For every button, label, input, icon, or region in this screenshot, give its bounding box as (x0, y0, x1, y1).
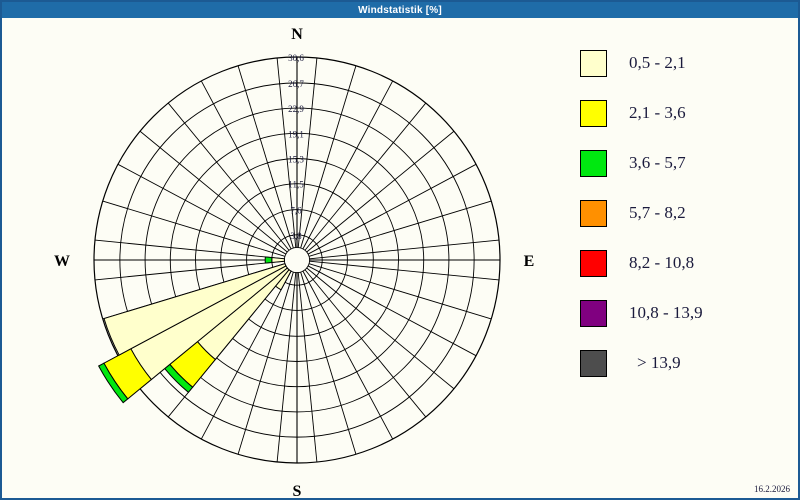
compass-labels: N S E W (54, 26, 534, 496)
compass-label-north: N (291, 26, 303, 43)
radial-tick-label: 22,9 (288, 104, 304, 114)
grid-ring (93, 56, 501, 464)
legend-label: 2,1 - 3,6 (629, 103, 686, 122)
legend-swatch (580, 149, 607, 177)
grid-spoke (300, 271, 357, 455)
grid-spoke (297, 57, 318, 248)
window-title: Windstatistik [%] (358, 4, 442, 16)
grid-spoke (306, 130, 455, 253)
window-title-bar: Windstatistik [%] (2, 2, 798, 18)
grid-spoke (200, 80, 292, 250)
radial-tick-label: 15,3 (288, 155, 304, 165)
legend-swatch (580, 99, 607, 127)
legend-label: > 13,9 (637, 353, 681, 372)
grid-spoke (167, 102, 290, 251)
radial-tick-label: 19,1 (288, 129, 304, 139)
grid-spoke (117, 163, 287, 255)
grid-spoke (304, 269, 427, 418)
legend-swatch (580, 299, 607, 327)
grid-spoke (237, 271, 294, 455)
legend-swatch (580, 199, 607, 227)
radial-tick-label: 26,7 (288, 79, 304, 89)
legend-row: > 13,9 (580, 338, 790, 388)
legend-row: 10,8 - 13,9 (580, 288, 790, 338)
grid-spoke (300, 65, 357, 249)
grid-ring (220, 183, 374, 337)
radial-tick-label: 11,5 (288, 180, 304, 190)
grid-spoke (94, 260, 285, 281)
windrose-petal-segment (97, 362, 129, 404)
grid-spoke (94, 239, 285, 260)
grid-spoke (302, 80, 394, 250)
grid-spoke (139, 130, 288, 253)
grid-ring (169, 132, 425, 388)
grid-spoke (307, 163, 477, 255)
windrose-sectors (97, 256, 292, 404)
grid-spoke (304, 102, 427, 251)
grid-ring (144, 107, 450, 413)
grid-spoke (308, 263, 492, 320)
compass-label-west: W (54, 253, 70, 270)
grid-spoke (309, 239, 500, 260)
radial-tick-label: 7,6 (290, 206, 302, 216)
grid-ring (246, 209, 348, 311)
radial-tick-label: 30,6 (288, 53, 304, 63)
legend-row: 2,1 - 3,6 (580, 88, 790, 138)
grid-spoke (307, 265, 477, 357)
grid-spoke (237, 65, 294, 249)
legend-swatch (580, 249, 607, 277)
grid-spoke (276, 57, 297, 248)
grid-spoke (297, 272, 318, 463)
polar-grid (93, 56, 501, 464)
windrose-petal-segment (264, 256, 273, 264)
legend-label: 0,5 - 2,1 (629, 53, 686, 72)
grid-ring (119, 82, 475, 438)
radial-tick-label: 3,8 (290, 231, 302, 241)
legend-label: 5,7 - 8,2 (629, 203, 686, 222)
windrose-petal-segment (271, 256, 286, 264)
legend-row: 5,7 - 8,2 (580, 188, 790, 238)
legend-row: 8,2 - 10,8 (580, 238, 790, 288)
chart-canvas: 3,8 7,6 11,5 15,3 19,1 22,9 26,7 30,6 N S E W (2, 18, 798, 496)
legend-label: 8,2 - 10,8 (629, 253, 695, 272)
grid-spoke (102, 200, 286, 257)
legend: 0,5 - 2,1 2,1 - 3,6 3,6 - 5,7 5,7 - 8,2 8,2 … (580, 38, 790, 388)
grid-spoke (306, 267, 455, 390)
legend-row: 0,5 - 2,1 (580, 38, 790, 88)
compass-label-east: E (524, 253, 535, 270)
legend-swatch (580, 49, 607, 77)
grid-spoke (309, 260, 500, 281)
legend-label: 3,6 - 5,7 (629, 153, 686, 172)
grid-spoke (276, 272, 297, 463)
compass-label-south: S (293, 483, 302, 496)
date-stamp: 16.2.2026 (754, 484, 790, 494)
grid-spoke (302, 270, 394, 440)
legend-label: 10,8 - 13,9 (629, 303, 703, 322)
radial-tick-labels: 3,8 7,6 11,5 15,3 19,1 22,9 26,7 30,6 (288, 53, 304, 241)
grid-ring (195, 158, 399, 362)
windrose-petal-segment (103, 263, 287, 356)
legend-row: 3,6 - 5,7 (580, 138, 790, 188)
grid-spoke (308, 200, 492, 257)
windrose-plot: 3,8 7,6 11,5 15,3 19,1 22,9 26,7 30,6 N S E W (54, 26, 534, 496)
grid-spoke (200, 270, 292, 440)
legend-swatch (580, 349, 607, 377)
